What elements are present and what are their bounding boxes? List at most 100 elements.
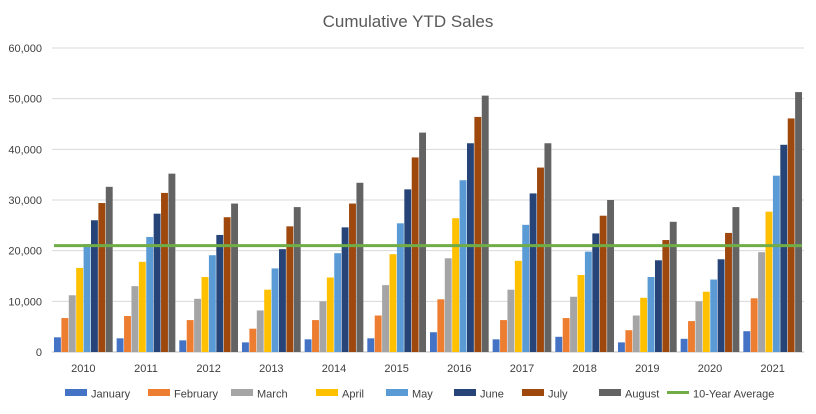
bar-june-2019 <box>654 260 662 352</box>
bar-january-2012 <box>179 340 187 352</box>
bar-may-2017 <box>522 224 530 352</box>
bar-july-2016 <box>474 116 482 352</box>
bar-august-2020 <box>732 207 740 352</box>
legend-label: June <box>480 389 504 401</box>
bar-january-2015 <box>367 338 375 352</box>
bar-august-2014 <box>356 182 364 352</box>
y-tick-label: 60,000 <box>8 43 42 55</box>
bar-february-2010 <box>61 318 69 352</box>
bar-june-2016 <box>466 143 474 352</box>
bar-august-2012 <box>231 203 239 352</box>
x-tick-label: 2021 <box>760 363 784 375</box>
bar-july-2020 <box>725 232 732 352</box>
bar-august-2019 <box>669 221 677 352</box>
bar-july-2014 <box>349 203 356 352</box>
bar-february-2018 <box>562 318 570 352</box>
y-tick-label: 40,000 <box>8 144 42 156</box>
bar-january-2010 <box>53 337 61 352</box>
bar-june-2010 <box>90 220 98 352</box>
bar-july-2011 <box>161 192 168 352</box>
bar-april-2010 <box>76 267 84 352</box>
bar-june-2011 <box>153 213 161 352</box>
y-tick-label: 0 <box>36 347 42 359</box>
legend-label: March <box>257 389 288 401</box>
y-tick-label: 50,000 <box>8 94 42 106</box>
bar-april-2011 <box>138 261 146 352</box>
bar-april-2015 <box>389 254 397 352</box>
legend-swatch <box>386 389 408 396</box>
x-tick-label: 2019 <box>635 363 659 375</box>
bar-january-2011 <box>116 338 124 352</box>
bar-january-2019 <box>617 342 625 352</box>
bar-may-2019 <box>647 277 655 352</box>
x-tick-label: 2012 <box>196 363 220 375</box>
bar-august-2017 <box>544 143 552 352</box>
bar-january-2018 <box>555 336 563 352</box>
bar-march-2021 <box>758 252 766 352</box>
legend-label: January <box>91 389 131 401</box>
bar-march-2013 <box>256 310 264 352</box>
legend-label: April <box>342 389 364 401</box>
bar-march-2019 <box>632 315 640 352</box>
bar-march-2016 <box>444 258 452 352</box>
bar-february-2015 <box>374 315 382 352</box>
x-tick-label: 2011 <box>134 363 158 375</box>
y-tick-label: 30,000 <box>8 195 42 207</box>
legend-swatch <box>65 389 87 396</box>
bar-march-2018 <box>570 296 578 352</box>
bar-february-2021 <box>750 298 758 352</box>
legend-label: May <box>412 389 433 401</box>
bar-february-2019 <box>625 330 633 352</box>
y-tick-label: 10,000 <box>8 296 42 308</box>
x-axis-ticks: 2010 2011 2012 2013 2014 2015 2016 2017 2018 2019… <box>71 363 785 375</box>
bar-august-2016 <box>481 95 489 353</box>
bar-february-2011 <box>124 316 131 352</box>
bar-january-2020 <box>680 338 688 352</box>
y-axis-ticks: 0 10,000 20,000 30,000 40,000 50,000 60,000 <box>8 43 42 359</box>
bar-may-2013 <box>271 268 279 352</box>
bar-january-2017 <box>492 339 500 352</box>
x-tick-label: 2010 <box>71 363 95 375</box>
bar-march-2015 <box>382 285 390 352</box>
bar-february-2020 <box>688 321 695 352</box>
x-tick-label: 2015 <box>384 363 408 375</box>
legend: January February March April May June July Augu… <box>65 389 774 401</box>
bar-january-2013 <box>241 342 249 352</box>
bar-april-2019 <box>640 297 648 352</box>
bar-july-2018 <box>599 215 607 352</box>
bar-february-2017 <box>500 320 507 352</box>
x-tick-label: 2017 <box>510 363 534 375</box>
bar-may-2012 <box>208 255 216 352</box>
x-tick-label: 2013 <box>259 363 283 375</box>
bar-august-2018 <box>607 200 615 352</box>
bar-april-2020 <box>702 291 710 352</box>
bar-march-2014 <box>319 301 327 352</box>
bar-july-2019 <box>662 240 670 352</box>
bar-april-2012 <box>201 277 209 352</box>
bar-february-2012 <box>186 320 194 352</box>
legend-swatch <box>231 389 253 396</box>
bar-february-2013 <box>249 328 257 352</box>
bar-july-2012 <box>223 217 231 352</box>
bar-march-2017 <box>507 289 515 352</box>
legend-label: July <box>548 389 568 401</box>
bar-february-2016 <box>437 299 445 352</box>
bar-april-2013 <box>264 289 272 352</box>
x-tick-label: 2020 <box>698 363 722 375</box>
bar-june-2017 <box>529 193 537 352</box>
bar-june-2014 <box>341 227 349 352</box>
legend-swatch <box>148 389 170 396</box>
bar-july-2015 <box>411 157 419 352</box>
bar-march-2010 <box>68 295 76 352</box>
x-tick-label: 2014 <box>322 363 346 375</box>
bar-july-2013 <box>286 226 294 352</box>
bar-april-2017 <box>514 260 522 352</box>
bar-july-2021 <box>787 118 795 352</box>
bar-april-2018 <box>577 274 585 352</box>
bar-may-2020 <box>710 279 718 352</box>
bar-may-2010 <box>83 244 91 352</box>
bar-august-2021 <box>795 92 803 352</box>
bar-may-2018 <box>584 251 592 352</box>
